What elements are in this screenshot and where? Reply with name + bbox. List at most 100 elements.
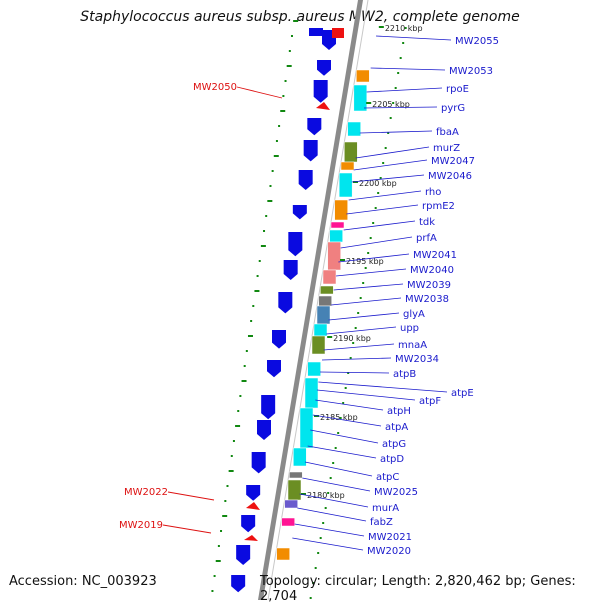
feature-block	[293, 447, 307, 467]
dot-mark	[275, 140, 278, 142]
dot-mark	[252, 305, 255, 307]
dot-mark	[359, 297, 362, 299]
feature-dots	[211, 20, 407, 599]
feature-block	[353, 84, 368, 112]
gene-label-mura: murA	[372, 503, 399, 514]
dot-mark	[324, 507, 327, 509]
gene-label-mw2034: MW2034	[395, 354, 439, 365]
gene-arrow	[303, 140, 318, 162]
feature-block	[329, 229, 343, 243]
dot-mark	[232, 440, 235, 442]
dot-mark	[226, 485, 229, 487]
feature-block	[330, 221, 345, 229]
dot-mark	[265, 215, 268, 217]
gene-arrow	[267, 360, 281, 378]
dot-mark	[254, 290, 260, 292]
leader-line	[340, 236, 413, 249]
dot-mark	[241, 380, 247, 382]
kbp-tick-label: 2180 kbp	[307, 491, 345, 500]
leader-line	[297, 507, 367, 522]
dot-mark	[337, 432, 340, 434]
kbp-tick-label: 2210 kbp	[385, 24, 423, 33]
gene-label-atpe: atpE	[451, 388, 474, 399]
dot-mark	[312, 582, 315, 584]
dot-mark	[278, 125, 281, 127]
dot-mark	[256, 275, 259, 277]
leader-line-red	[236, 86, 283, 99]
feature-block	[347, 121, 361, 137]
feature-block	[276, 547, 290, 561]
leader-line	[359, 130, 433, 134]
leader-line	[310, 429, 379, 444]
leader-line	[353, 159, 428, 171]
dot-mark	[250, 320, 253, 322]
gene-arrow	[292, 205, 307, 220]
dot-mark	[397, 72, 400, 74]
dot-mark	[243, 365, 246, 367]
leader-line	[302, 477, 371, 492]
gene-label-rpme2: rpmE2	[422, 201, 455, 212]
gene-label-mw2050: MW2050	[193, 82, 237, 93]
gene-label-tdk: tdk	[419, 217, 435, 228]
dot-mark	[402, 42, 405, 44]
dot-mark	[267, 200, 273, 202]
leader-line	[321, 357, 392, 361]
feature-block	[281, 517, 295, 527]
tick-mark	[378, 26, 384, 28]
gene-arrow	[317, 60, 331, 76]
label-leaders	[162, 35, 452, 551]
gene-label-rho: rho	[425, 187, 441, 198]
leader-line	[348, 190, 422, 201]
dot-mark	[357, 312, 360, 314]
gene-arrow	[257, 420, 271, 440]
gene-label-mw2020: MW2020	[367, 546, 411, 557]
leader-line	[299, 493, 369, 508]
gene-label-atpf: atpF	[419, 396, 441, 407]
gene-label-mw2025: MW2025	[374, 487, 418, 498]
gene-arrow	[241, 515, 256, 533]
dot-mark	[399, 57, 402, 59]
leader-line	[338, 253, 410, 263]
gene-label-mw2039: MW2039	[407, 280, 451, 291]
leader-line	[328, 312, 400, 321]
dot-mark	[342, 402, 345, 404]
dot-mark	[369, 237, 372, 239]
dot-mark	[339, 417, 342, 419]
gene-arrow	[298, 170, 313, 190]
dot-mark	[269, 185, 272, 187]
dot-mark	[382, 162, 385, 164]
genome-backbone	[258, 0, 369, 600]
gene-label-mw2021: MW2021	[368, 532, 412, 543]
dot-mark	[271, 170, 274, 172]
feature-block	[289, 471, 303, 479]
dot-mark	[288, 50, 291, 52]
dot-mark	[228, 470, 234, 472]
feature-block	[340, 161, 355, 171]
leader-line	[366, 87, 443, 93]
feature-block	[327, 241, 341, 271]
dot-mark	[282, 95, 285, 97]
gene-label-murz: murZ	[433, 143, 460, 154]
leader-line	[307, 445, 377, 459]
leader-line	[335, 268, 407, 277]
feature-block	[299, 407, 314, 449]
leader-line	[343, 220, 416, 231]
feature-block	[344, 141, 358, 163]
feature-blocks	[276, 69, 370, 561]
gene-label-mw2040: MW2040	[410, 265, 454, 276]
leader-line	[316, 389, 416, 401]
gene-label-atpb: atpB	[393, 369, 416, 380]
gene-arrow	[251, 452, 266, 474]
gene-arrow	[231, 575, 246, 593]
dot-mark	[347, 372, 350, 374]
dot-mark	[344, 387, 347, 389]
gene-label-upp: upp	[400, 323, 419, 334]
feature-block	[287, 479, 302, 501]
dot-mark	[280, 110, 286, 112]
leader-line	[312, 414, 382, 427]
dot-mark	[284, 80, 287, 82]
gene-label-atph: atpH	[387, 406, 411, 417]
dot-mark	[377, 192, 380, 194]
gene-label-mw2046: MW2046	[428, 171, 472, 182]
